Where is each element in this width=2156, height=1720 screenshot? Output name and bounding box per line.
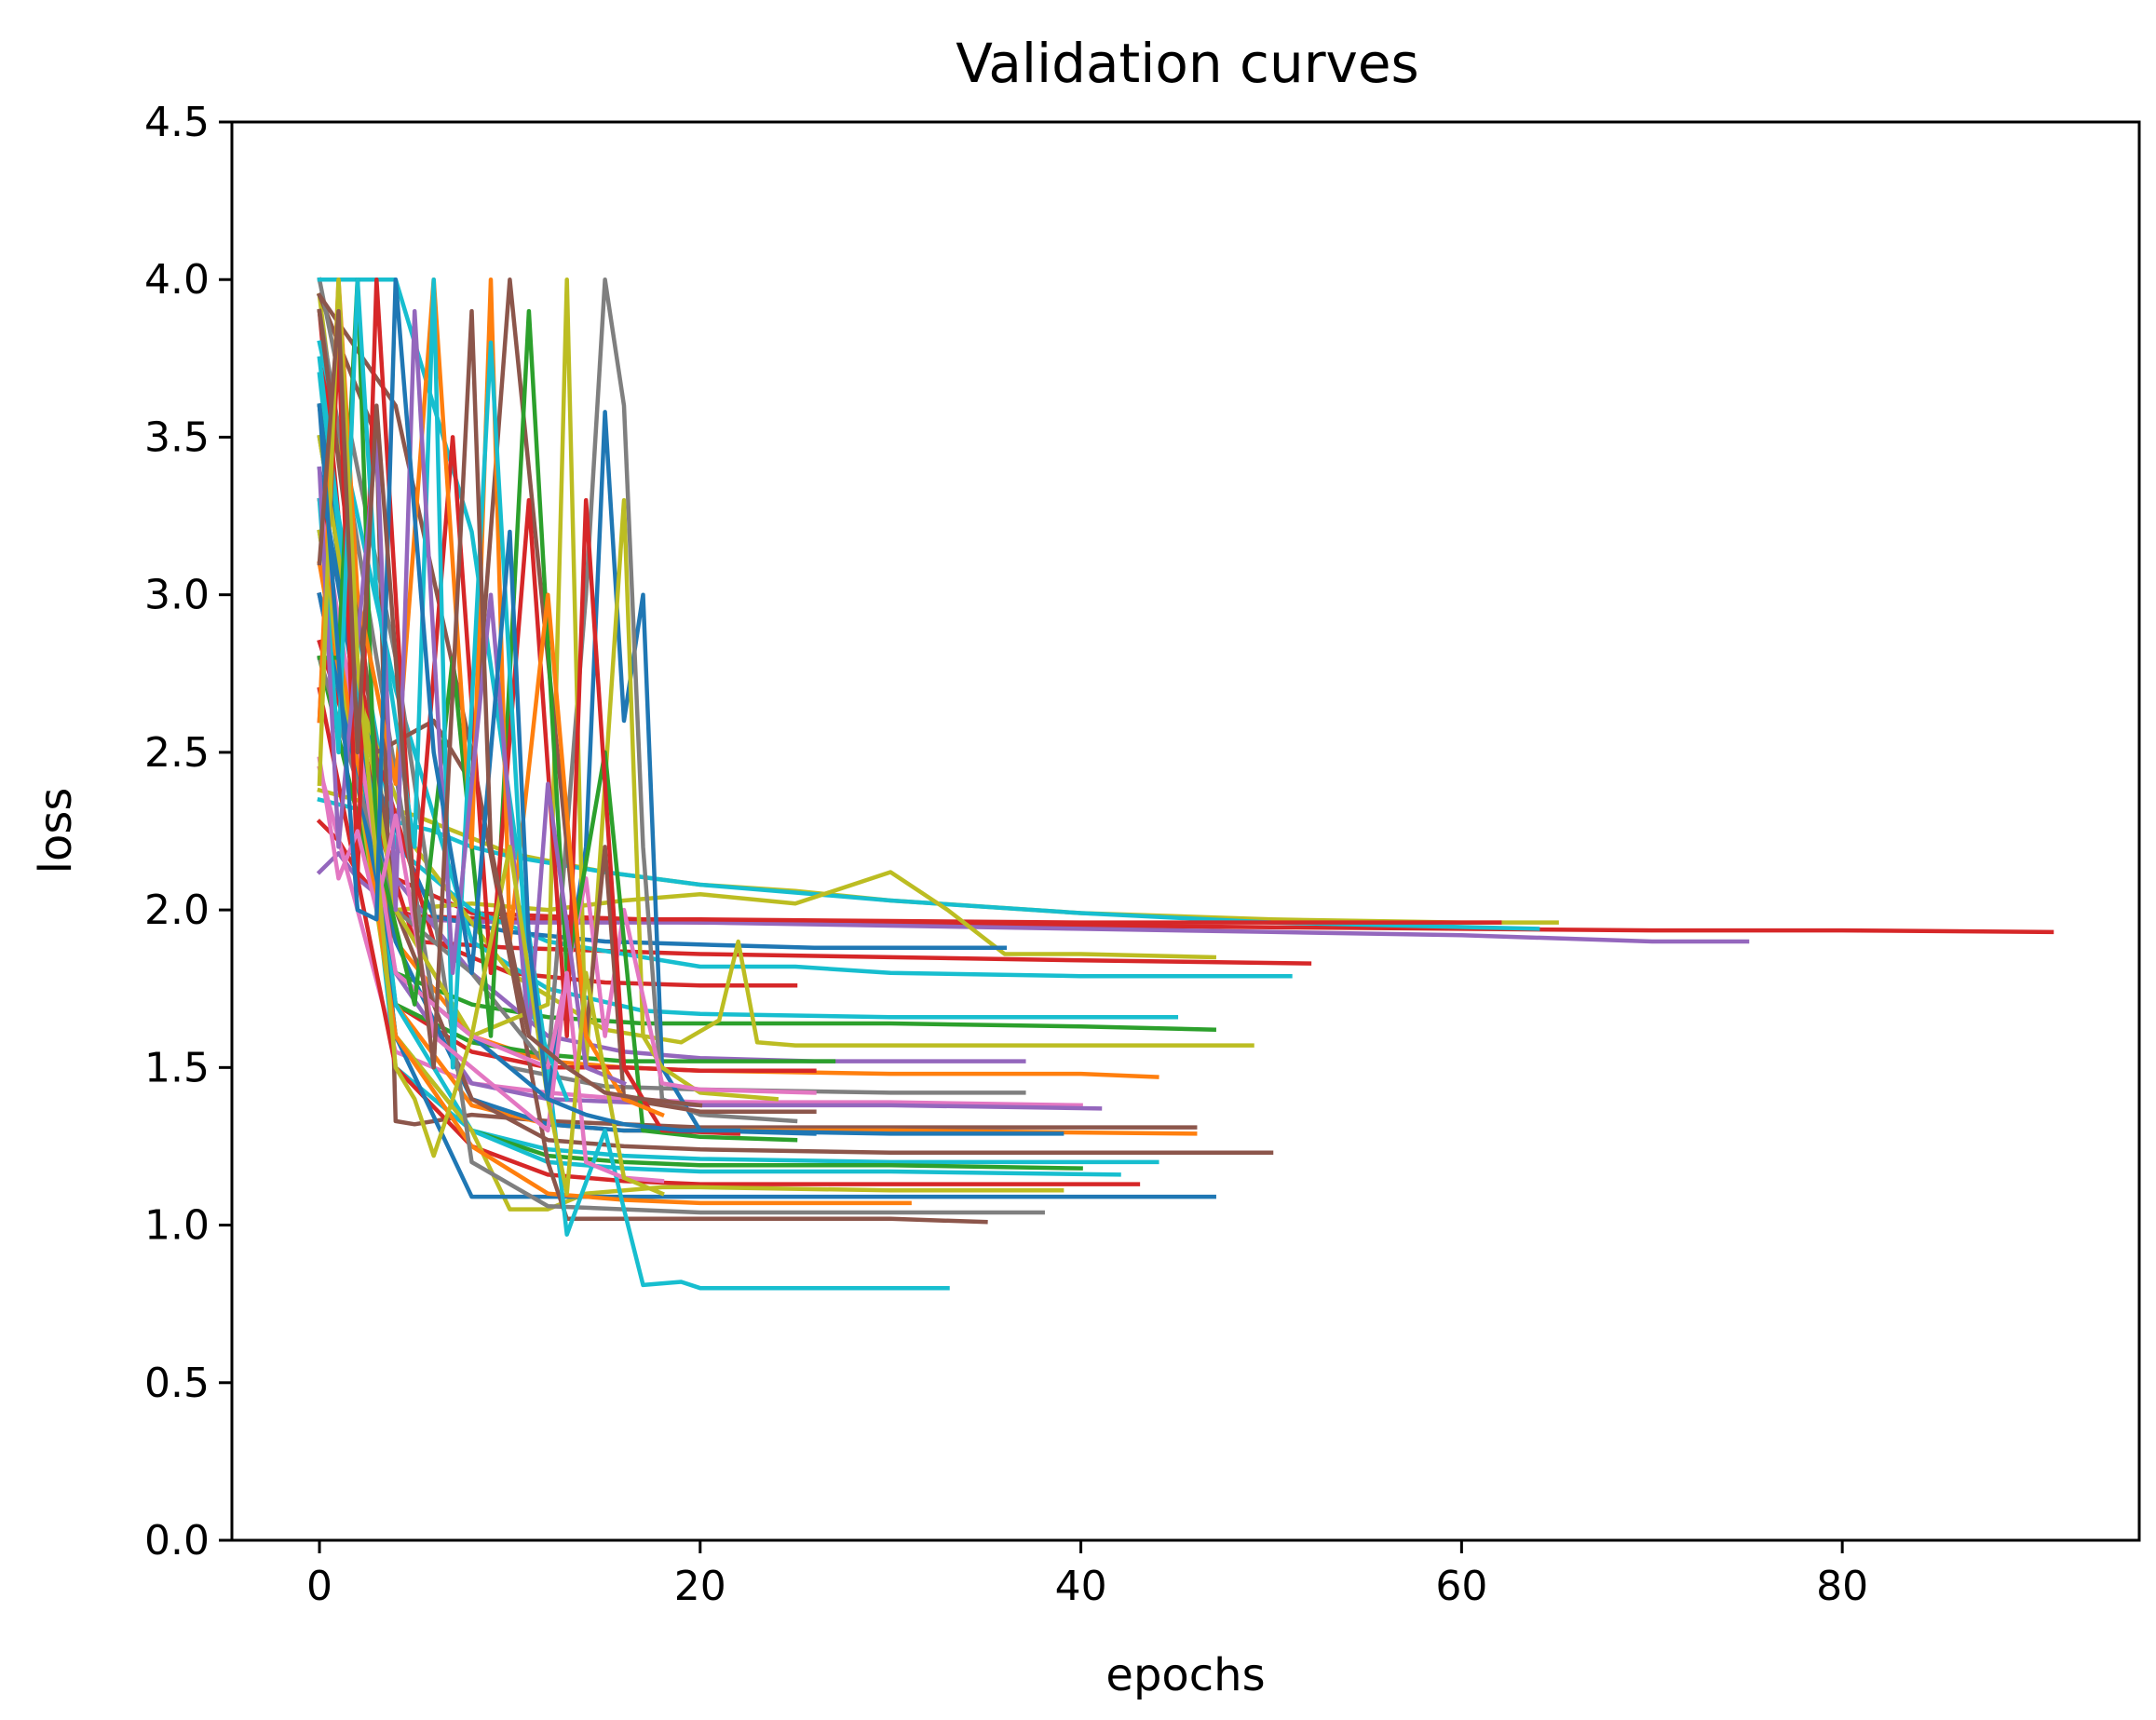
series-line-run-09 [317,434,1008,950]
x-tick-label: 60 [1435,1563,1487,1610]
y-tick-label: 4.5 [144,99,210,146]
x-axis: 0 20 40 60 80 [306,1540,1868,1610]
series-line-run-31 [317,497,912,1206]
y-tick-label: 2.0 [144,887,210,934]
chart-title: Validation curves [956,32,1419,95]
y-tick-label: 0.0 [144,1517,210,1564]
series-line-run-28 [317,356,1121,1177]
series-line-run-08 [317,403,1293,979]
y-tick-label: 0.5 [144,1360,210,1407]
plot-frame [230,120,2141,1542]
series-line-run-23 [317,466,1064,1136]
y-tick-label: 3.0 [144,572,210,619]
series-line-run-46 [317,277,665,1197]
series-line-run-47 [317,277,740,1133]
series-line-run-29 [317,529,1064,1212]
x-tick-label: 0 [306,1563,332,1610]
series-line-run-44 [317,308,627,1087]
series-line-run-45 [317,756,665,1184]
y-tick-label: 1.5 [144,1044,210,1091]
series-line-run-02 [316,850,1750,944]
y-tick-label: 4.0 [144,256,210,304]
x-tick-label: 20 [674,1563,726,1610]
x-tick-label: 80 [1816,1563,1868,1610]
plot-series-group [316,277,2054,1291]
series-line-run-21 [317,592,1103,1111]
series-line-run-41 [317,277,741,1136]
x-tick-label: 40 [1055,1563,1107,1610]
y-axis-label: loss [30,788,82,874]
y-tick-label: 3.5 [144,413,210,461]
series-layer [316,277,2054,1291]
series-line-run-48 [317,308,703,1108]
y-axis: 0.0 0.5 1.0 1.5 2.0 2.5 3.0 3.5 4.0 4.5 [144,99,232,1564]
x-axis-label: epochs [1105,1649,1265,1701]
series-line-run-39 [317,277,817,1114]
series-line-run-32 [317,277,1045,1215]
y-tick-label: 1.0 [144,1202,210,1250]
y-tick-label: 2.5 [144,729,210,777]
